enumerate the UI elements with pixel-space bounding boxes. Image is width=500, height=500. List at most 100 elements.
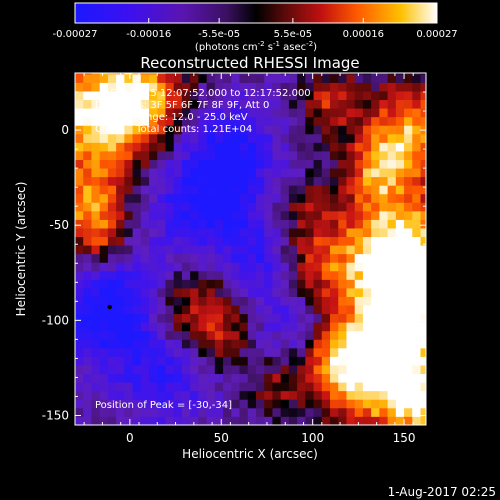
heatmap-cell [165, 228, 175, 238]
heatmap-cell [149, 193, 158, 203]
heatmap-cell [140, 236, 150, 246]
heatmap-cell [223, 228, 232, 238]
heatmap-cell [379, 125, 389, 135]
heatmap-cell [198, 339, 208, 349]
heatmap-cell [206, 253, 216, 263]
heatmap-cell [124, 142, 133, 152]
heatmap-cell [280, 210, 290, 220]
heatmap-cell [239, 125, 249, 135]
heatmap-cell [288, 73, 298, 83]
heatmap-cell [132, 228, 142, 238]
heatmap-cell [321, 245, 331, 255]
heatmap-cell [247, 228, 257, 238]
heatmap-cell [371, 296, 380, 306]
heatmap-cell [280, 296, 290, 306]
heatmap-cell [264, 365, 273, 375]
heatmap-cell [198, 99, 208, 109]
heatmap-cell [140, 296, 150, 306]
heatmap-cell [371, 159, 380, 169]
heatmap-cell [362, 382, 372, 392]
heatmap-cell [297, 399, 306, 409]
heatmap-cell [206, 91, 216, 101]
heatmap-cell [99, 305, 109, 315]
heatmap-cell [321, 390, 331, 400]
heatmap-cell [132, 151, 142, 160]
heatmap-cell [247, 270, 257, 280]
heatmap-cell [395, 322, 405, 332]
heatmap-cell [379, 159, 389, 169]
heatmap-cell [206, 73, 216, 75]
heatmap-cell [107, 228, 117, 238]
heatmap-cell [247, 91, 257, 101]
heatmap-cell [288, 296, 298, 306]
heatmap-cell [83, 339, 92, 349]
heatmap-cell [173, 91, 183, 101]
heatmap-cell [379, 407, 389, 417]
heatmap-cell [181, 108, 191, 118]
heatmap-cell [395, 133, 405, 143]
heatmap-cell [91, 399, 101, 409]
heatmap-cell [239, 347, 249, 357]
heatmap-cell [75, 236, 84, 246]
heatmap-cell [404, 91, 413, 101]
heatmap-cell [116, 108, 125, 118]
heatmap-cell [297, 202, 306, 212]
heatmap-cell [272, 133, 282, 143]
heatmap-cell [116, 373, 125, 383]
heatmap-cell [362, 245, 372, 255]
heatmap-cell [223, 270, 232, 280]
heatmap-cell [206, 270, 216, 280]
heatmap-cell [420, 262, 426, 272]
heatmap-cell [362, 407, 372, 417]
heatmap-cell [412, 382, 421, 392]
heatmap-cell [395, 407, 405, 417]
heatmap-cell [297, 142, 306, 152]
heatmap-cell [412, 236, 421, 246]
heatmap-cell [75, 210, 84, 220]
heatmap-cell [264, 228, 273, 238]
heatmap-cell [75, 253, 84, 263]
heatmap-cell [149, 236, 158, 246]
heatmap-cell [132, 279, 142, 289]
heatmap-cell [338, 82, 347, 92]
heatmap-cell [132, 296, 142, 306]
heatmap-cell [412, 99, 421, 109]
heatmap-cell [354, 288, 364, 297]
heatmap-cell [198, 82, 208, 92]
heatmap-cell [264, 108, 273, 118]
heatmap-cell [190, 253, 199, 263]
heatmap-cell [272, 262, 282, 272]
heatmap-cell [321, 296, 331, 306]
heatmap-cell [157, 253, 166, 263]
heatmap-cell [379, 330, 389, 340]
heatmap-cell [330, 151, 339, 160]
heatmap-cell [124, 202, 133, 212]
y-tick-label: -100 [42, 313, 69, 327]
heatmap-cell [116, 279, 125, 289]
heatmap-cell [288, 151, 298, 160]
heatmap-cell [412, 356, 421, 366]
heatmap-cell [140, 313, 150, 323]
heatmap-cell [288, 407, 298, 417]
heatmap-cell [420, 339, 426, 349]
heatmap-cell [75, 159, 84, 169]
heatmap-cell [116, 202, 125, 212]
heatmap-cell [149, 382, 158, 392]
heatmap-cell [354, 382, 364, 392]
heatmap-cell [239, 245, 249, 255]
heatmap-cell [107, 305, 117, 315]
heatmap-cell [280, 356, 290, 366]
heatmap-cell [132, 210, 142, 220]
heatmap-cell [83, 322, 92, 332]
heatmap-cell [255, 168, 265, 178]
heatmap-cell [288, 288, 298, 297]
heatmap-cell [387, 339, 397, 349]
heatmap-cell [140, 253, 150, 263]
heatmap-cell [247, 322, 257, 332]
heatmap-cell [412, 322, 421, 332]
heatmap-cell [404, 399, 413, 409]
heatmap-cell [412, 219, 421, 229]
heatmap-cell [379, 305, 389, 315]
heatmap-cell [313, 125, 323, 135]
heatmap-cell [280, 193, 290, 203]
